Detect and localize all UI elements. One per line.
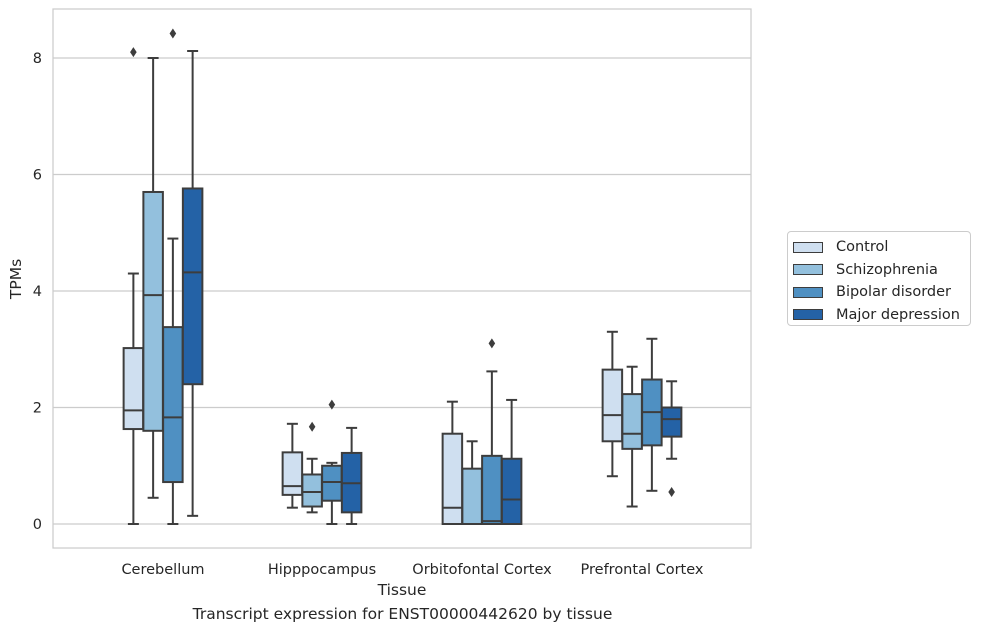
box-bipolar-disorder-orbitofontal-cortex	[481, 454, 503, 525]
legend-item-schizophrenia: Schizophrenia	[792, 259, 970, 282]
legend-item-control: Control	[792, 236, 970, 259]
y-tick-label: 6	[33, 168, 42, 184]
box-control-orbitofontal-cortex	[441, 432, 464, 525]
legend-item-major-depression: Major depression	[792, 304, 970, 327]
box-major-depression-cerebellum	[181, 187, 204, 386]
box-control-cerebellum	[122, 347, 145, 431]
y-tick-label: 0	[33, 517, 42, 533]
box-bipolar-disorder-cerebellum	[162, 326, 184, 484]
box-major-depression-orbitofontal-cortex	[500, 457, 523, 526]
legend: Control Schizophrenia Bipolar disorder M…	[787, 231, 971, 326]
box-schizophrenia-orbitofontal-cortex	[461, 467, 483, 526]
boxes	[122, 28, 683, 526]
y-tick-label: 8	[33, 51, 42, 67]
legend-swatch-major-depression	[793, 309, 823, 321]
legend-label-bipolar-disorder: Bipolar disorder	[836, 284, 951, 301]
box-control-cerebellum-outlier	[130, 47, 137, 58]
plot-frame	[52, 8, 752, 549]
legend-swatch-control	[793, 241, 823, 253]
box-schizophrenia-prefrontal-cortex	[621, 393, 643, 450]
box-control-hipppocampus	[281, 451, 304, 496]
legend-swatch-schizophrenia	[793, 264, 823, 276]
box-bipolar-disorder-orbitofontal-cortex-outlier	[488, 338, 496, 349]
box-bipolar-disorder-hipppocampus-outlier	[328, 399, 336, 410]
legend-label-control: Control	[836, 239, 889, 256]
y-tick-labels: 0 2 4 6 8	[33, 51, 42, 533]
legend-label-schizophrenia: Schizophrenia	[836, 261, 938, 278]
legend-swatch-bipolar-disorder	[793, 286, 823, 298]
y-tick-label: 4	[33, 284, 42, 300]
y-axis-label: TPMs	[7, 259, 25, 300]
x-tick-label: Cerebellum	[121, 562, 204, 578]
y-tick-label: 2	[33, 401, 42, 417]
box-control-prefrontal-cortex	[601, 368, 624, 443]
x-tick-label: Orbitofontal Cortex	[412, 562, 552, 578]
box-schizophrenia-hipppocampus	[301, 473, 323, 508]
box-schizophrenia-cerebellum	[142, 190, 164, 432]
x-axis-label: Tissue	[377, 581, 427, 599]
box-major-depression-prefrontal-cortex	[660, 406, 683, 438]
x-tick-label: Prefrontal Cortex	[581, 562, 704, 578]
box-major-depression-prefrontal-cortex-outlier	[668, 486, 675, 497]
box-bipolar-disorder-cerebellum-outlier	[169, 28, 177, 39]
legend-item-bipolar-disorder: Bipolar disorder	[792, 281, 970, 304]
box-schizophrenia-hipppocampus-outlier	[308, 421, 316, 432]
x-tick-labels: Cerebellum Hipppocampus Orbitofontal Corte…	[121, 562, 703, 578]
box-bipolar-disorder-hipppocampus	[321, 464, 343, 502]
x-tick-label: Hipppocampus	[268, 562, 376, 578]
legend-label-major-depression: Major depression	[836, 306, 960, 323]
chart-caption: Transcript expression for ENST0000044262…	[192, 605, 613, 623]
